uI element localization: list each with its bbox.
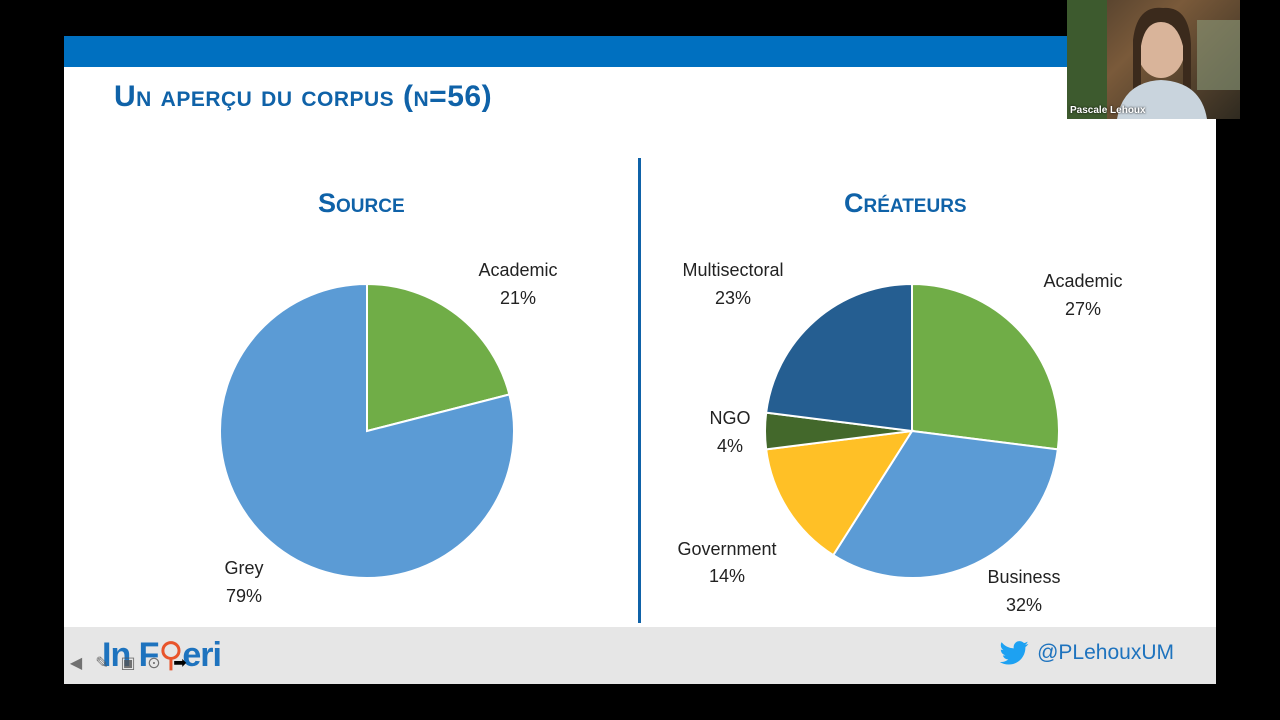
createurs-slice-academic: [911, 282, 1060, 451]
createurs-label-multisectoral-value: 23%: [715, 288, 751, 308]
slides-grid-icon[interactable]: ▣: [120, 655, 136, 672]
participant-video-image: [1067, 0, 1240, 119]
slide-footer: In F⚲eri ◀ ✎ ▣ ⊙ ➡ @PLehouxUM: [64, 627, 1216, 684]
twitter-handle: @PLehouxUM: [1037, 641, 1174, 664]
source-label-grey-value: 79%: [226, 586, 262, 606]
createurs-pie-chart: [764, 282, 1060, 579]
createurs-slice-government: [765, 429, 914, 557]
createurs-label-academic-name: Academic: [1043, 271, 1122, 291]
createurs-label-academic-value: 27%: [1065, 299, 1101, 319]
in-fieri-logo: In F⚲eri: [102, 635, 222, 675]
logo-text-b: eri: [182, 636, 222, 674]
createurs-label-multisectoral-name: Multisectoral: [682, 260, 783, 280]
chart-divider: [638, 158, 641, 623]
previous-slide-icon[interactable]: ◀: [69, 655, 83, 672]
source-slice-grey: [219, 282, 515, 579]
logo-text-a: In F: [102, 636, 159, 674]
source-slice-academic: [366, 282, 511, 433]
pie-charts: Academic 21% Grey 79% Academic 27% Busin…: [219, 260, 1123, 615]
createurs-label-business-value: 32%: [1006, 595, 1042, 615]
source-label-grey-name: Grey: [224, 558, 263, 578]
slide-navigation-tools: ◀ ✎ ▣ ⊙ ➡: [66, 653, 190, 673]
webcam-video-feed[interactable]: Pascale Lehoux: [1067, 0, 1240, 119]
slide-title: Un aperçu du corpus (n=56): [114, 80, 493, 113]
twitter-bird-icon: [999, 641, 1029, 665]
source-label-academic-value: 21%: [500, 288, 536, 308]
presentation-slide: Un aperçu du corpus (n=56) Source Créate…: [64, 36, 1216, 684]
twitter-contact: @PLehouxUM: [999, 641, 1174, 665]
next-slide-icon[interactable]: ➡: [173, 655, 187, 672]
createurs-chart-title: Créateurs: [844, 188, 967, 218]
source-pie-chart: [219, 282, 515, 579]
createurs-label-government-name: Government: [677, 539, 776, 559]
createurs-label-ngo-name: NGO: [709, 408, 750, 428]
createurs-label-government-value: 14%: [709, 566, 745, 586]
createurs-label-business-name: Business: [987, 567, 1060, 587]
createurs-slice-multisectoral: [765, 282, 913, 433]
source-chart-title: Source: [318, 188, 405, 218]
pen-icon[interactable]: ✎: [95, 655, 109, 672]
participant-name-label: Pascale Lehoux: [1070, 105, 1146, 116]
source-label-academic-name: Academic: [478, 260, 557, 280]
createurs-label-ngo-value: 4%: [717, 436, 743, 456]
more-options-icon[interactable]: ⊙: [147, 655, 161, 672]
logo-pin-icon: ⚲: [158, 636, 183, 674]
slide-top-bar: [64, 36, 1216, 67]
